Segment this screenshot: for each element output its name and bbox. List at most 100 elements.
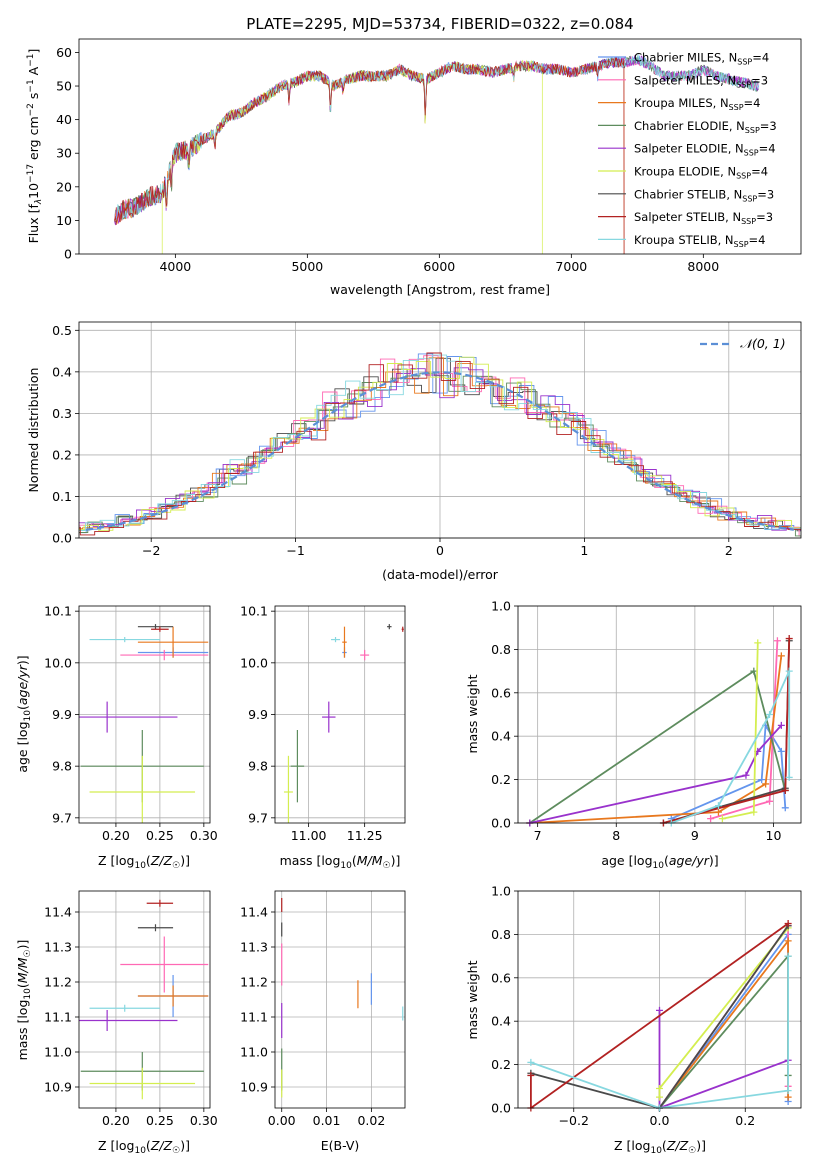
x-tick-label: 1: [580, 543, 588, 558]
weight-marker-5: [718, 815, 726, 823]
weight-marker-8: [527, 1058, 535, 1066]
x-tick-label: 0: [436, 543, 444, 558]
panel-mass_vs_Z: 0.20 0.25 0.30 10.9 11.0 11.1 11.2 11.3 11.4 Z [l…: [15, 890, 218, 1156]
y-tick-label: 10.1: [240, 604, 268, 619]
y-tick-label: 0.6: [491, 970, 511, 985]
y-tick-label: 11.1: [44, 1010, 72, 1025]
legend-label-6: Chabrier STELIB, NSSP=3: [634, 187, 774, 203]
y-tick-label: 11.2: [240, 975, 268, 990]
weight-line-4: [658, 1010, 789, 1108]
y-tick-label: 11.0: [44, 1045, 72, 1060]
weight-marker-8: [766, 711, 774, 718]
y-tick-label: 9.8: [248, 759, 268, 774]
y-tick-label: 60: [56, 45, 72, 60]
mass-vs-ebv-xlabel: E(B-V): [321, 1138, 360, 1153]
hist-series-8: [79, 354, 801, 531]
x-tick-label: −0.2: [559, 1113, 589, 1128]
weight-marker-8: [784, 952, 792, 960]
weight-marker-2: [784, 1093, 792, 1101]
x-tick-label: 11.00: [291, 828, 327, 843]
legend-label-3: Chabrier ELODIE, NSSP=3: [634, 119, 777, 135]
x-tick-label: 0.30: [190, 828, 218, 843]
legend-label-normal: 𝒩(0, 1): [740, 336, 786, 351]
spectrum-line-5: [161, 59, 543, 254]
y-tick-label: 0.6: [491, 685, 511, 700]
y-tick-label: 9.9: [52, 707, 72, 722]
panel-spectrum: 4000 5000 6000 7000 8000 0 10 20 30 40 50 60 wavelen…: [26, 38, 802, 297]
x-tick-label: 0.25: [146, 1113, 174, 1128]
errorbar-point-5: [89, 1067, 196, 1100]
weight-marker-0: [758, 776, 766, 784]
y-tick-label: 50: [56, 79, 72, 94]
panel-weight_vs_Z: −0.2 0.0 0.2 0.0 0.2 0.4 0.6 0.8 1.0 Z [log10(Z/Z…: [465, 884, 802, 1156]
errorbar-point-7: [401, 626, 404, 632]
y-tick-label: 9.9: [248, 707, 268, 722]
weight-marker-7: [527, 1071, 535, 1079]
legend-label-0: Chabrier MILES, NSSP=4: [634, 51, 769, 67]
weight-marker-2: [714, 808, 722, 816]
weight-marker-7: [781, 786, 789, 794]
legend-label-8: Kroupa STELIB, NSSP=4: [634, 233, 765, 249]
normal-reference-curve: [86, 371, 794, 531]
x-tick-label: 4000: [159, 259, 191, 274]
spectrum-line-2: [114, 57, 625, 254]
legend-label-1: Salpeter MILES, NSSP=3: [634, 73, 768, 89]
errorbar-point-7: [151, 626, 169, 632]
weight-line-7: [530, 922, 789, 1108]
panel-weight_vs_age: 7 8 9 10 0.0 0.2 0.4 0.6 0.8 1.0 age [log10(age/yr…: [465, 599, 802, 871]
y-tick-label: 0.4: [491, 1014, 511, 1029]
x-tick-label: 0.02: [357, 1113, 385, 1128]
x-tick-label: 8: [612, 828, 620, 843]
y-tick-label: 0.8: [491, 642, 511, 657]
spectrum-xlabel: wavelength [Angstrom, rest frame]: [330, 282, 550, 297]
weight-marker-3: [750, 667, 758, 675]
x-tick-label: 5000: [291, 259, 323, 274]
weight-marker-7: [784, 920, 792, 928]
x-tick-label: 0.30: [190, 1113, 218, 1128]
y-tick-label: 0.2: [491, 772, 511, 787]
y-tick-label: 11.0: [240, 1045, 268, 1060]
x-tick-label: 0.20: [102, 1113, 130, 1128]
y-tick-label: 9.7: [52, 810, 72, 825]
errorbar-point-1: [120, 936, 209, 993]
axes-frame: [78, 38, 802, 255]
weight-marker-5: [656, 1084, 663, 1092]
hist-series-7: [79, 352, 801, 536]
y-tick-label: 10.0: [240, 655, 268, 670]
y-tick-label: 0.8: [491, 927, 511, 942]
y-tick-label: 1.0: [491, 599, 511, 614]
weight-line-2: [529, 655, 783, 823]
y-tick-label: 10.1: [44, 604, 72, 619]
weight-marker-5: [656, 1093, 663, 1101]
errorbar-point-1: [120, 649, 209, 661]
axes-frame: [274, 605, 406, 824]
y-tick-label: 0.2: [52, 447, 72, 462]
x-tick-label: 11.25: [347, 828, 383, 843]
weight-marker-4: [742, 771, 750, 779]
weight-marker-1: [766, 797, 774, 805]
y-tick-label: 0.0: [52, 531, 72, 546]
errorbar-point-8: [89, 637, 160, 643]
y-tick-label: 9.7: [248, 810, 268, 825]
y-tick-label: 0.2: [491, 1057, 511, 1072]
weight-marker-0: [781, 804, 789, 812]
panel-age_vs_Z: 0.20 0.25 0.30 9.7 9.8 9.9 10.0 10.1 Z [log10(Z/…: [15, 604, 218, 871]
legend-label-5: Kroupa ELODIE, NSSP=4: [634, 165, 768, 181]
weight-marker-8: [714, 802, 722, 810]
weight-vs-Z-ylabel: mass weight: [465, 960, 480, 1039]
weight-vs-age-ylabel: mass weight: [465, 674, 480, 753]
x-tick-label: 9: [691, 828, 699, 843]
y-tick-label: 20: [56, 179, 72, 194]
panel-mass_vs_ebv: 0.00 0.01 0.02 10.9 11.0 11.1 11.2 11.3 11.4 E(B-…: [240, 890, 406, 1153]
y-tick-label: 11.3: [44, 940, 72, 955]
y-tick-label: 0.5: [52, 323, 72, 338]
y-tick-label: 11.4: [44, 905, 72, 920]
hist-series-4: [79, 367, 801, 531]
y-tick-label: 0.1: [52, 489, 72, 504]
y-tick-label: 0.4: [491, 729, 511, 744]
errorbar-point-4: [79, 701, 178, 733]
weight-marker-2: [784, 937, 792, 945]
y-tick-label: 9.8: [52, 759, 72, 774]
x-tick-label: 8000: [687, 259, 719, 274]
